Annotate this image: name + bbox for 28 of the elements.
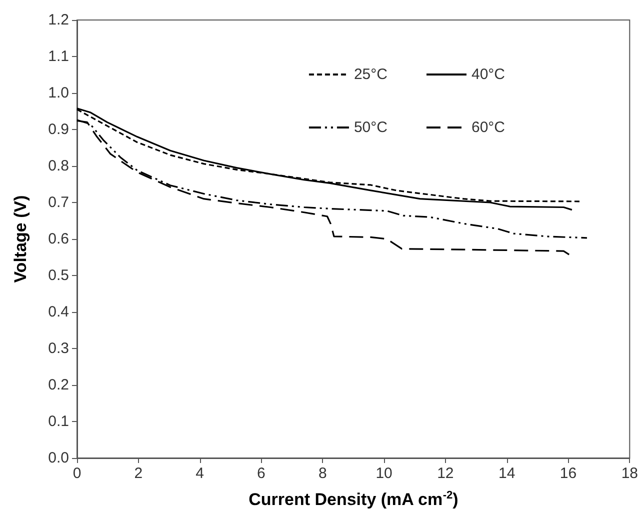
y-tick-label: 0.9 — [48, 121, 69, 138]
legend-label: 25°C — [354, 66, 388, 83]
y-tick-label: 0.7 — [48, 194, 69, 211]
x-tick-label: 12 — [437, 465, 454, 482]
y-tick-label: 0.5 — [48, 267, 69, 284]
y-tick-label: 0.4 — [48, 304, 69, 320]
y-tick-label: 0.3 — [48, 340, 69, 357]
x-tick-label: 4 — [196, 465, 204, 482]
x-tick-label: 8 — [318, 465, 327, 482]
legend-label: 50°C — [354, 119, 388, 136]
legend-label: 60°C — [471, 119, 506, 136]
x-tick-label: 18 — [621, 465, 638, 482]
y-tick-label: 1.1 — [48, 48, 69, 65]
legend-label: 40°C — [471, 66, 506, 83]
y-tick-label: 1.0 — [48, 84, 69, 102]
y-tick-label: 0.2 — [48, 376, 69, 394]
x-tick-label: 2 — [134, 465, 143, 482]
x-tick-label: 16 — [560, 465, 577, 482]
y-tick-label: 0.8 — [48, 158, 69, 174]
x-tick-label: 0 — [72, 465, 82, 482]
y-tick-label: 0.1 — [48, 413, 69, 430]
x-tick-label: 14 — [498, 465, 516, 482]
y-axis-title: Voltage (V) — [11, 195, 30, 283]
y-tick-label: 0.6 — [48, 230, 69, 248]
y-tick-label: 0.0 — [48, 450, 69, 466]
y-tick-label: 1.2 — [48, 12, 69, 28]
x-tick-label: 6 — [257, 465, 266, 482]
x-tick-label: 10 — [376, 465, 392, 482]
